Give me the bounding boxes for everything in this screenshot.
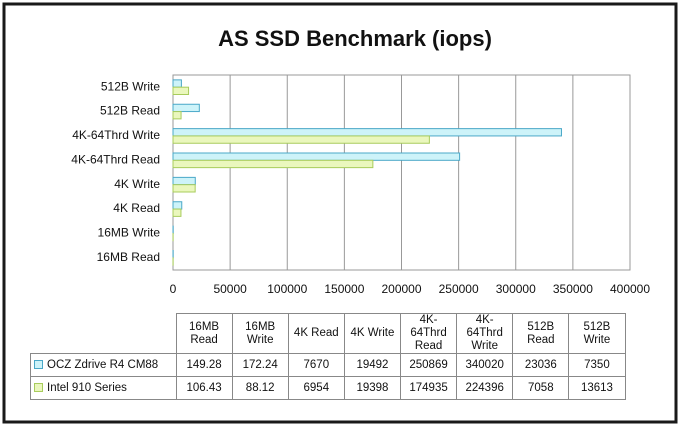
table-header: 512B Write (568, 313, 626, 354)
table-value: 340020 (456, 353, 514, 377)
bar (172, 103, 200, 113)
legend-entry: OCZ Zdrive R4 CM88 (30, 353, 177, 377)
table-value: 6954 (287, 376, 345, 400)
table-value: 7350 (568, 353, 626, 377)
table-value: 149.28 (175, 353, 233, 377)
table-value: 19398 (343, 376, 402, 400)
bar (172, 135, 430, 144)
bar (172, 111, 182, 120)
table-value: 172.24 (231, 353, 289, 377)
x-tick-label: 300000 (496, 282, 536, 296)
table-header: 16MB Write (231, 313, 289, 354)
x-tick-label: 100000 (267, 282, 307, 296)
table-row: Intel 910 Series 106.43 88.12 6954 19398 1749… (30, 376, 626, 400)
x-tick-label: 250000 (439, 282, 479, 296)
legend-label: Intel 910 Series (47, 381, 127, 394)
bar (172, 152, 461, 161)
table-header: 4K Read (287, 313, 345, 354)
y-tick-label: 16MB Read (97, 250, 160, 264)
bar (172, 86, 190, 95)
bar (172, 128, 562, 137)
table-corner (31, 314, 177, 354)
legend-key (34, 382, 43, 392)
y-tick-label: 4K-64Thrd Write (72, 128, 160, 142)
bar (172, 79, 182, 88)
x-tick-label: 0 (170, 282, 177, 296)
bar (172, 208, 182, 217)
x-tick-label: 50000 (213, 282, 247, 296)
table-value: 13613 (568, 376, 626, 400)
x-tick-label: 150000 (324, 282, 364, 296)
y-tick-label: 4K Write (114, 177, 160, 191)
y-tick-label: 512B Write (101, 79, 160, 93)
y-tick-label: 512B Read (100, 104, 160, 118)
legend-key (34, 359, 43, 369)
chart-title: AS SSD Benchmark (iops) (218, 26, 492, 51)
table-value: 7670 (287, 353, 345, 377)
bar (172, 184, 196, 193)
x-tick-label: 400000 (610, 282, 650, 296)
table-value: 174935 (399, 376, 458, 400)
table-header: 4K-64Thrd Write (456, 313, 514, 354)
table-value: 106.43 (175, 376, 233, 400)
table-header: 16MB Read (175, 313, 233, 354)
table-value: 23036 (512, 353, 570, 377)
table-value: 250869 (399, 353, 458, 377)
legend-label: OCZ Zdrive R4 CM88 (47, 358, 159, 371)
bar (172, 201, 183, 210)
frame (2, 2, 678, 424)
y-tick-label: 4K Read (113, 201, 160, 215)
x-tick-label: 200000 (381, 282, 421, 296)
x-tick-label: 350000 (553, 282, 593, 296)
y-tick-label: 4K-64Thrd Read (71, 152, 160, 166)
table-header-row: 16MB Read 16MB Write 4K Read 4K Write 4K-64T… (31, 313, 626, 354)
table-value: 224396 (456, 376, 514, 400)
table-value: 7058 (512, 376, 570, 400)
y-tick-label: 16MB Write (98, 226, 161, 240)
table-value: 19492 (343, 353, 402, 377)
bar (172, 176, 196, 186)
table-value: 88.12 (231, 376, 289, 400)
bar (172, 159, 374, 169)
table-row: OCZ Zdrive R4 CM88 149.28 172.24 7670 19492 2… (30, 353, 626, 377)
table-header: 4K-64Thrd Read (399, 313, 458, 354)
table-header: 512B Read (512, 313, 570, 354)
data-table: 16MB Read 16MB Write 4K Read 4K Write 4K-64T… (30, 313, 626, 400)
legend-entry: Intel 910 Series (30, 376, 177, 400)
table-header: 4K Write (343, 313, 402, 354)
